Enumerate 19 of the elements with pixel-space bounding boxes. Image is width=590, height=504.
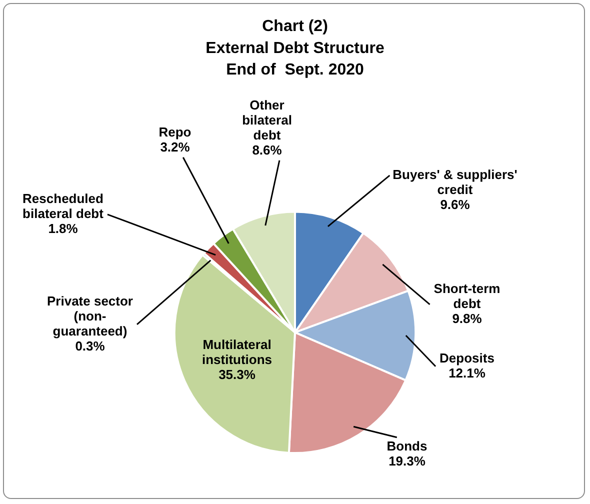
slice-label: Short-term debt bbox=[434, 280, 500, 311]
slice-label: Deposits bbox=[440, 350, 494, 366]
data-label: 9.8% bbox=[452, 310, 482, 326]
data-label: 35.3% bbox=[218, 366, 256, 382]
data-label: 9.6% bbox=[440, 196, 470, 212]
data-label: 12.1% bbox=[448, 365, 486, 380]
data-label: 0.3% bbox=[75, 338, 106, 354]
slice-label: Rescheduled bilateral debt bbox=[22, 190, 104, 221]
slice-label: Bonds bbox=[386, 438, 428, 454]
slice-label: Private sector (non-guaranteed) bbox=[47, 293, 133, 338]
slice-label: Buyers' & suppliers' credit bbox=[392, 166, 518, 197]
chart-title: Chart (2) External Debt Structure End of Sept. 2020 bbox=[206, 18, 384, 78]
data-label: 3.2% bbox=[160, 139, 190, 154]
slice-label: Other bilateral debt bbox=[242, 97, 292, 142]
data-label: 19.3% bbox=[388, 453, 426, 468]
data-label: 8.6% bbox=[252, 142, 282, 158]
data-label: 1.8% bbox=[48, 220, 78, 236]
slice-label: Multilateral institutions bbox=[202, 336, 272, 367]
slice-label: Repo bbox=[158, 124, 192, 140]
